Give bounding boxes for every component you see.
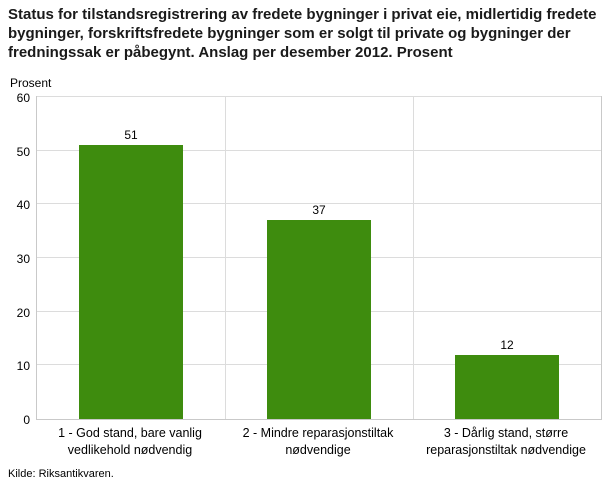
bar-value-label: 37 — [312, 203, 326, 218]
y-tick-label: 10 — [16, 359, 30, 374]
y-tick-label: 0 — [23, 413, 30, 427]
x-category-label: 1 - God stand, bare vanlig vedlikehold n… — [58, 426, 202, 457]
gridline-horizontal — [37, 96, 601, 97]
y-axis-title: Prosent — [10, 76, 52, 90]
gridline-vertical — [225, 97, 226, 419]
plot-area: 51 37 12 — [36, 96, 602, 420]
x-axis: 1 - God stand, bare vanlig vedlikehold n… — [36, 425, 602, 461]
x-category-label: 2 - Mindre reparasjonstiltak nødvendige — [242, 426, 394, 457]
chart-title: Status for tilstandsregistrering av fred… — [8, 6, 597, 62]
gridline-horizontal — [37, 203, 601, 205]
y-tick-label: 30 — [16, 252, 30, 266]
x-category-label: 3 - Dårlig stand, større reparasjonstilt… — [426, 426, 586, 457]
source-note: Kilde: Riksantikvaren. — [8, 468, 114, 480]
bar-1 — [79, 145, 183, 419]
y-axis: 0 10 20 30 40 50 60 — [0, 91, 30, 427]
y-tick-label: 50 — [16, 144, 30, 159]
bar-value-label: 12 — [500, 337, 514, 352]
y-tick-label: 40 — [16, 198, 30, 213]
bar-2 — [267, 220, 371, 419]
bar-value-label: 51 — [124, 128, 138, 143]
gridline-horizontal — [37, 149, 601, 151]
y-tick-label: 60 — [16, 91, 30, 105]
gridline-vertical — [413, 97, 414, 419]
bar-3 — [455, 354, 559, 419]
y-tick-label: 20 — [16, 305, 30, 320]
